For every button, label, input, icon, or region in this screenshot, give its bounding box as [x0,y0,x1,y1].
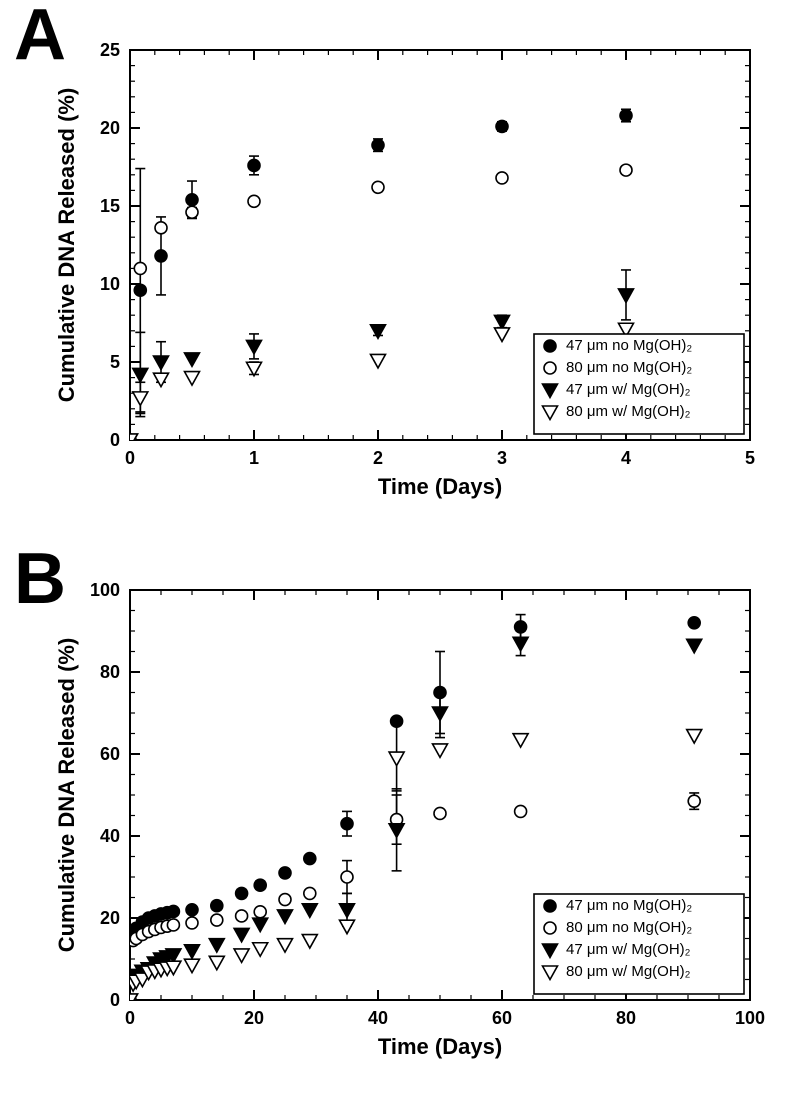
svg-text:100: 100 [735,1008,765,1028]
svg-text:25: 25 [100,40,120,60]
svg-text:3: 3 [497,448,507,468]
svg-text:Time (Days): Time (Days) [378,474,502,499]
svg-text:Cumulative DNA Released (%): Cumulative DNA Released (%) [54,638,79,953]
svg-text:5: 5 [745,448,755,468]
svg-text:47 μm no Mg(OH)₂: 47 μm no Mg(OH)₂ [566,897,692,914]
chart-a: 0 1 2 3 4 5 0 5 10 15 20 25 Time (Days) Cumulative DN… [30,30,790,520]
svg-text:5: 5 [110,352,120,372]
svg-text:1: 1 [249,448,259,468]
svg-text:Time (Days): Time (Days) [378,1034,502,1059]
chart-b: 0 20 40 60 80 100 0 20 40 60 80 100 Time (Days) Cumul… [30,570,790,1080]
svg-text:0: 0 [125,448,135,468]
svg-text:20: 20 [244,1008,264,1028]
svg-text:0: 0 [110,990,120,1010]
svg-text:2: 2 [373,448,383,468]
svg-text:80: 80 [100,662,120,682]
svg-text:20: 20 [100,118,120,138]
svg-text:47 μm no Mg(OH)₂: 47 μm no Mg(OH)₂ [566,337,692,354]
svg-text:40: 40 [100,826,120,846]
svg-text:80 μm w/ Mg(OH)₂: 80 μm w/ Mg(OH)₂ [566,963,691,980]
svg-text:80 μm no Mg(OH)₂: 80 μm no Mg(OH)₂ [566,359,692,376]
svg-text:60: 60 [492,1008,512,1028]
svg-text:40: 40 [368,1008,388,1028]
svg-text:10: 10 [100,274,120,294]
svg-text:80 μm w/ Mg(OH)₂: 80 μm w/ Mg(OH)₂ [566,403,691,420]
svg-text:80: 80 [616,1008,636,1028]
svg-text:15: 15 [100,196,120,216]
svg-text:100: 100 [90,580,120,600]
svg-text:60: 60 [100,744,120,764]
svg-text:80 μm no Mg(OH)₂: 80 μm no Mg(OH)₂ [566,919,692,936]
svg-text:0: 0 [125,1008,135,1028]
svg-text:20: 20 [100,908,120,928]
svg-text:4: 4 [621,448,631,468]
page: A 0123450510152025Time (Days)Cumulative … [0,0,800,1102]
svg-text:47 μm w/ Mg(OH)₂: 47 μm w/ Mg(OH)₂ [566,941,691,958]
svg-text:Cumulative DNA Released (%): Cumulative DNA Released (%) [54,88,79,403]
svg-text:0: 0 [110,430,120,450]
svg-text:47 μm w/ Mg(OH)₂: 47 μm w/ Mg(OH)₂ [566,381,691,398]
